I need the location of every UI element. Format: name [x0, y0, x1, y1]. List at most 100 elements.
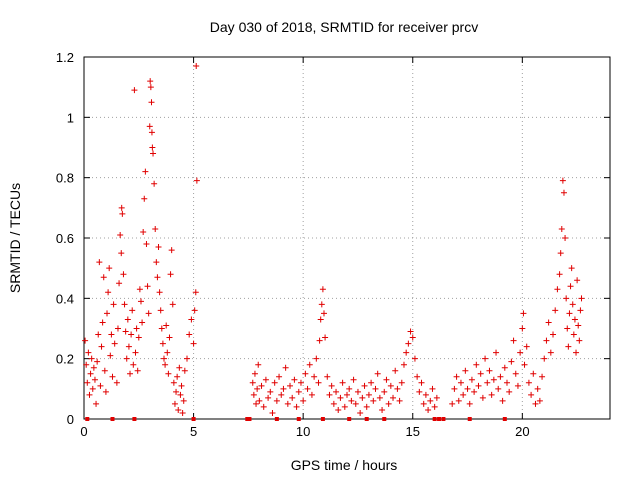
data-point [129, 307, 136, 314]
zero-marker [467, 417, 472, 421]
data-point [99, 319, 106, 326]
data-point [490, 376, 497, 383]
data-point [488, 391, 495, 398]
data-point [341, 403, 348, 410]
axis-ticks: 0 5 10 15 20 0 0.2 0.4 0.6 0.8 1 1.2 [56, 50, 610, 439]
data-point [152, 225, 159, 232]
data-point [392, 367, 399, 374]
data-point [120, 271, 127, 278]
zero-marker [432, 417, 437, 421]
data-point [276, 373, 283, 380]
data-point [381, 388, 388, 395]
data-point [147, 78, 154, 85]
data-point [94, 358, 101, 365]
data-point [486, 367, 493, 374]
data-point [89, 385, 96, 392]
data-point [313, 355, 320, 362]
data-point [149, 144, 156, 151]
data-point [525, 379, 532, 386]
data-point [181, 367, 188, 374]
data-point [113, 379, 120, 386]
zero-marker [364, 417, 369, 421]
data-point [108, 331, 115, 338]
data-point [176, 364, 183, 371]
data-point [302, 370, 309, 377]
data-point [403, 349, 410, 356]
data-point [568, 265, 575, 272]
data-point [117, 231, 124, 238]
data-point [354, 388, 361, 395]
data-point [311, 373, 318, 380]
data-point [133, 325, 140, 332]
data-point [552, 307, 559, 314]
data-point [154, 274, 161, 281]
data-point [409, 334, 416, 341]
data-point [557, 250, 564, 257]
data-point [543, 337, 550, 344]
data-point [468, 376, 475, 383]
data-point [116, 280, 123, 287]
data-point [86, 391, 93, 398]
data-point [578, 295, 585, 302]
data-point [139, 319, 146, 326]
x-tick-label: 0 [80, 424, 87, 439]
data-point [510, 337, 517, 344]
data-point [95, 331, 102, 338]
data-point [348, 397, 355, 404]
y-tick-label: 1.2 [56, 50, 74, 65]
data-point [90, 364, 97, 371]
zero-marker [502, 417, 507, 421]
data-point [289, 394, 296, 401]
data-point [106, 265, 113, 272]
data-point [306, 361, 313, 368]
data-point [539, 373, 546, 380]
data-point [370, 397, 377, 404]
data-point [184, 355, 191, 362]
data-point [573, 349, 580, 356]
data-point [144, 283, 151, 290]
zero-marker [274, 417, 279, 421]
data-point [83, 361, 90, 368]
data-point [418, 379, 425, 386]
data-point [156, 289, 163, 296]
data-point [545, 319, 552, 326]
data-point [559, 177, 566, 184]
data-point [168, 247, 175, 254]
data-point [344, 391, 350, 398]
data-point [387, 382, 394, 389]
data-point [91, 376, 98, 383]
data-point [135, 334, 142, 341]
data-point [484, 379, 491, 386]
data-point [495, 385, 502, 392]
zero-marker [247, 417, 252, 421]
data-point [97, 382, 104, 389]
data-point [171, 400, 178, 407]
data-point [159, 340, 166, 347]
data-point [400, 361, 407, 368]
data-point [326, 391, 333, 398]
data-point [191, 307, 198, 314]
data-point [137, 298, 144, 305]
data-point [479, 394, 486, 401]
data-point [550, 331, 557, 338]
data-point [337, 394, 344, 401]
data-point [464, 385, 471, 392]
data-point [148, 99, 155, 106]
data-point [350, 376, 357, 383]
data-point [420, 400, 427, 407]
data-point [249, 379, 256, 386]
data-point [131, 87, 138, 94]
data-point [164, 349, 171, 356]
data-point [570, 331, 577, 338]
data-point [256, 397, 263, 404]
data-point [493, 349, 500, 356]
data-point [142, 168, 149, 175]
data-point [396, 397, 403, 404]
data-point [271, 379, 278, 386]
data-point [523, 343, 530, 350]
data-point [346, 385, 353, 392]
data-point [101, 367, 108, 374]
data-point [121, 301, 128, 308]
data-point [193, 177, 200, 184]
